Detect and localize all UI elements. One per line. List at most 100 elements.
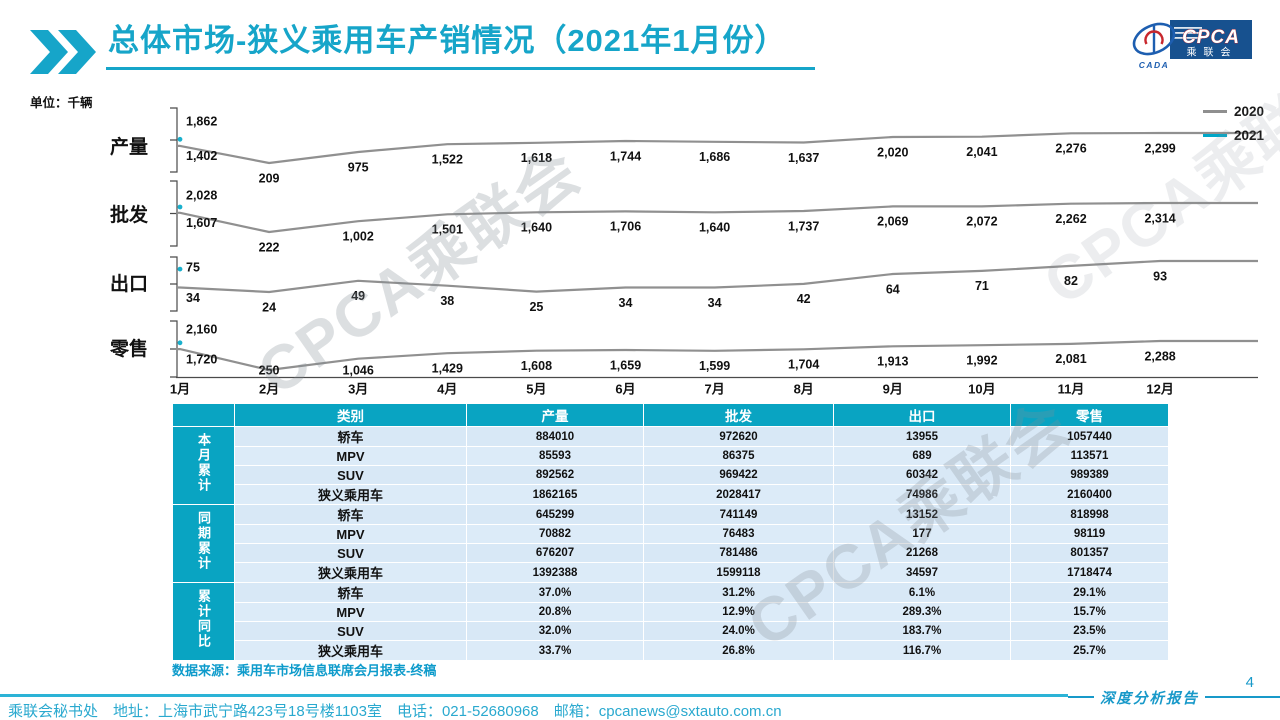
value-label-2020: 2,020 [877, 145, 908, 159]
value-cell: 24.0% [643, 621, 834, 641]
chart-批发: 批发 2,028 1,607 222 1,002 1,501 1,640 1,706 1,640… [110, 180, 1258, 254]
value-cell: 989389 [1010, 465, 1169, 485]
value-cell: 972620 [643, 426, 834, 447]
value-cell: 116.7% [833, 640, 1011, 661]
category-cell: 轿车 [234, 426, 467, 447]
category-cell: MPV [234, 602, 467, 622]
legend-2021: 2021 [1202, 128, 1264, 143]
report-label: 深度分析报告 [1100, 689, 1199, 707]
table-row: SUV 32.0% 24.0% 183.7% 23.5% [173, 621, 1169, 641]
month-label: 7月 [704, 381, 724, 396]
month-label: 4月 [437, 381, 457, 396]
column-header: 类别 [234, 403, 467, 427]
double-chevron-icon [30, 30, 96, 74]
summary-table: 类别 产量 批发 出口 零售 本月累计 轿车 884010 972620 13955 1057440… [172, 403, 1169, 661]
value-label-2020: 1,046 [343, 363, 374, 377]
row-group-label-text: 本月累计 [196, 433, 211, 493]
value-cell: 1862165 [466, 484, 644, 505]
point-2021 [177, 266, 183, 272]
category-cell: MPV [234, 446, 467, 466]
month-label: 9月 [883, 381, 903, 396]
value-cell: 741149 [643, 504, 834, 525]
month-label: 5月 [526, 381, 546, 396]
table-row: 同期累计 轿车 645299 741149 13152 818998 [172, 504, 1169, 583]
category-cell: 狭义乘用车 [234, 640, 467, 661]
table-row: SUV 676207 781486 21268 801357 [173, 543, 1169, 563]
report-left-dash [1068, 695, 1094, 699]
value-label-2021: 75 [186, 260, 200, 274]
value-label-2020: 1,637 [788, 151, 819, 165]
point-2021 [177, 204, 183, 210]
value-cell: 34597 [833, 562, 1011, 583]
value-cell: 645299 [466, 504, 644, 525]
value-label-2020: 42 [797, 292, 811, 306]
table-row: MPV 70882 76483 177 98119 [173, 524, 1169, 544]
value-cell: 86375 [643, 446, 834, 466]
month-label: 1月 [170, 381, 190, 396]
table-row: MPV 85593 86375 689 113571 [173, 446, 1169, 466]
value-cell: 37.0% [466, 582, 644, 603]
value-cell: 1599118 [643, 562, 834, 583]
value-label-2020: 64 [886, 282, 900, 296]
value-cell: 13152 [833, 504, 1011, 525]
value-label-2020: 2,288 [1144, 349, 1175, 363]
value-label-2020: 1,429 [432, 361, 463, 375]
category-cell: 狭义乘用车 [234, 562, 467, 583]
value-cell: 689 [833, 446, 1011, 466]
page-title: 总体市场-狭义乘用车产销情况（2021年1月份） [106, 22, 815, 70]
value-cell: 31.2% [643, 582, 834, 603]
value-cell: 70882 [466, 524, 644, 544]
value-cell: 12.9% [643, 602, 834, 622]
chart-零售: 零售 2,160 1,720 250 1,046 1,429 1,608 1,659 1,599… [109, 320, 1258, 378]
value-label-2020: 975 [348, 160, 369, 174]
value-label-2020: 1,608 [521, 359, 552, 373]
value-cell: 26.8% [643, 640, 834, 661]
table-corner-cell [172, 403, 235, 427]
y-axis-bracket [170, 256, 178, 312]
line-2020 [176, 131, 1258, 165]
value-label-2020: 1,599 [699, 359, 730, 373]
category-cell: 狭义乘用车 [234, 484, 467, 505]
row-group-label: 同期累计 [172, 504, 235, 583]
value-cell: 29.1% [1010, 582, 1169, 603]
value-cell: 32.0% [466, 621, 644, 641]
cpca-logo-graphic: CPCA 乘联会 CADA [1132, 20, 1252, 70]
value-label-2020: 2,081 [1055, 352, 1086, 366]
value-cell: 1392388 [466, 562, 644, 583]
logo-cn-text: 乘联会 [1187, 46, 1238, 59]
value-label-2020: 2,041 [966, 145, 997, 159]
value-cell: 60342 [833, 465, 1011, 485]
value-cell: 177 [833, 524, 1011, 544]
chart-出口: 出口 75 34 24 49 38 25 34 34 42 64 71 82 93 [110, 256, 1258, 314]
value-cell: 33.7% [466, 640, 644, 661]
month-label: 6月 [615, 381, 635, 396]
value-cell: 1057440 [1010, 426, 1169, 447]
line-2020 [176, 259, 1258, 294]
column-header: 批发 [643, 403, 834, 427]
logo-oval [1132, 22, 1176, 56]
table-row: 累计同比 轿车 37.0% 31.2% 6.1% 29.1% [172, 582, 1169, 661]
value-label-2020: 2,314 [1144, 211, 1175, 225]
y-axis-bracket [170, 107, 178, 173]
chart-legend: 2020 2021 [1202, 104, 1264, 152]
line-2020 [176, 201, 1258, 234]
value-label-2021: 2,160 [186, 322, 217, 336]
report-label-block: 深度分析报告 [1068, 689, 1280, 707]
value-label-2020: 1,002 [343, 229, 374, 243]
value-label-2020: 1,501 [432, 223, 463, 237]
category-cell: SUV [234, 621, 467, 641]
value-label-2020: 1,607 [186, 216, 217, 230]
value-label-2020: 93 [1153, 269, 1167, 283]
value-label-2020: 38 [440, 294, 454, 308]
value-label-2020: 25 [529, 300, 543, 314]
value-label-2021: 2,028 [186, 188, 217, 202]
category-cell: 轿车 [234, 582, 467, 603]
table-row: 狭义乘用车 1862165 2028417 74986 2160400 [173, 484, 1169, 505]
logo-cpca-text: CPCA [1182, 27, 1240, 48]
value-label-2020: 1,686 [699, 150, 730, 164]
value-cell: 1718474 [1010, 562, 1169, 583]
value-cell: 892562 [466, 465, 644, 485]
value-cell: 98119 [1010, 524, 1169, 544]
category-cell: SUV [234, 543, 467, 563]
value-label-2020: 250 [259, 363, 280, 377]
